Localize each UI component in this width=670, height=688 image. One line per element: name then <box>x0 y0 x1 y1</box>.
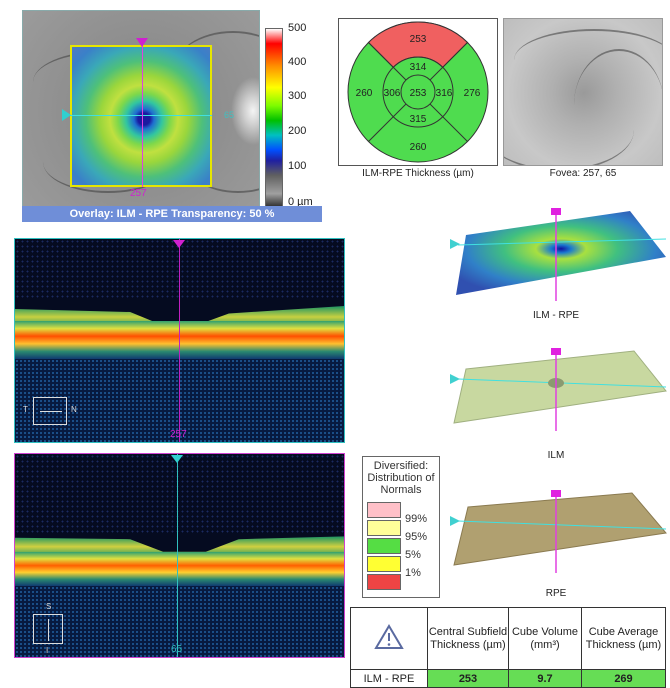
fovea-caption: Fovea: 257, 65 <box>549 168 617 179</box>
legend-swatch <box>367 520 401 536</box>
scan-position-label: 65 <box>171 644 183 655</box>
colorbar-label: 300 <box>288 90 307 102</box>
etdrs-caption: ILM-RPE Thickness (µm) <box>362 168 474 179</box>
orientation-label: S <box>46 602 52 611</box>
legend-swatch <box>367 556 401 572</box>
etdrs-superior-outer: 253 <box>410 34 427 45</box>
cube-average-value: 269 <box>581 669 666 688</box>
legend-title: Diversified: Distribution of Normals <box>367 460 435 496</box>
colorbar-label: 0 µm <box>288 196 313 208</box>
warning-icon <box>374 623 404 649</box>
thickness-colorbar <box>265 28 283 213</box>
legend-label: 5% <box>405 549 421 561</box>
header-cube-volume: Cube Volume (mm³) <box>508 607 582 670</box>
overlay-caption[interactable]: Overlay: ILM - RPE Transparency: 50 % <box>22 206 322 222</box>
orientation-compass <box>33 614 63 644</box>
scan-marker-top-icon[interactable] <box>136 38 148 47</box>
surface-ilm[interactable] <box>444 345 669 435</box>
orientation-label: I <box>46 646 49 655</box>
surface-marker-icon <box>551 348 561 355</box>
central-subfield-value: 253 <box>427 669 509 688</box>
summary-table: Central Subfield Thickness (µm) Cube Vol… <box>350 607 666 688</box>
legend-label: 1% <box>405 567 421 579</box>
surface-side-marker-icon <box>450 516 460 526</box>
surface-rpe-label: RPE <box>545 588 567 599</box>
bscan-horizontal[interactable]: 257 T N <box>14 238 345 443</box>
etdrs-superior-inner: 314 <box>410 62 427 73</box>
surface-marker-icon <box>551 208 561 215</box>
colorbar-label: 500 <box>288 22 307 34</box>
bscan-vertical[interactable]: 65 S I <box>14 453 345 658</box>
normals-legend: Diversified: Distribution of Normals 99%… <box>362 456 440 598</box>
scan-position-label: 257 <box>170 429 187 440</box>
scan-position-right-label: 65 <box>224 110 235 120</box>
warning-cell <box>350 607 428 670</box>
scan-position-line[interactable] <box>179 239 180 442</box>
etdrs-temporal-outer: 276 <box>464 88 481 99</box>
legend-label: 95% <box>405 531 428 543</box>
table-row: ILM - RPE 253 9.7 269 <box>350 669 666 688</box>
etdrs-inferior-outer: 260 <box>410 142 427 153</box>
etdrs-nasal-outer: 260 <box>356 88 373 99</box>
scan-marker-icon[interactable] <box>173 240 185 248</box>
etdrs-inferior-inner: 315 <box>410 114 427 125</box>
horizontal-scan-line[interactable] <box>70 115 212 116</box>
orientation-label: N <box>71 405 77 414</box>
surface-ilm-rpe-label: ILM - RPE <box>532 310 580 321</box>
colorbar-label: 200 <box>288 125 307 137</box>
scan-position-line[interactable] <box>177 454 178 657</box>
surface-marker-icon <box>551 490 561 497</box>
legend-swatch <box>367 502 401 518</box>
fovea-image <box>503 18 663 166</box>
cube-volume-value: 9.7 <box>508 669 582 688</box>
legend-label: 99% <box>405 513 428 525</box>
thickness-map-overlay <box>70 45 212 187</box>
etdrs-center: 253 <box>410 88 427 99</box>
orientation-compass <box>33 397 67 425</box>
row-label: ILM - RPE <box>350 669 428 688</box>
legend-swatch <box>367 538 401 554</box>
scan-marker-left-icon[interactable] <box>62 109 71 121</box>
header-central-subfield: Central Subfield Thickness (µm) <box>427 607 509 670</box>
etdrs-thickness-grid: 253 314 260 306 253 316 276 315 260 <box>338 18 498 166</box>
header-cube-average: Cube Average Thickness (µm) <box>581 607 666 670</box>
surface-side-marker-icon <box>450 374 460 384</box>
surface-ilm-rpe[interactable] <box>444 205 669 305</box>
vertical-scan-line[interactable] <box>142 45 143 187</box>
legend-swatch <box>367 574 401 590</box>
surface-rpe[interactable] <box>444 487 669 577</box>
surface-ilm-label: ILM <box>547 450 565 461</box>
fundus-overlay-panel: 257 65 500 400 300 200 100 0 µm <box>22 10 322 222</box>
scan-marker-icon[interactable] <box>171 455 183 463</box>
etdrs-nasal-inner: 306 <box>384 88 401 99</box>
orientation-label: T <box>23 405 28 414</box>
colorbar-label: 400 <box>288 56 307 68</box>
etdrs-temporal-inner: 316 <box>436 88 453 99</box>
colorbar-label: 100 <box>288 160 307 172</box>
surface-side-marker-icon <box>450 239 460 249</box>
scan-position-label: 257 <box>130 188 147 199</box>
